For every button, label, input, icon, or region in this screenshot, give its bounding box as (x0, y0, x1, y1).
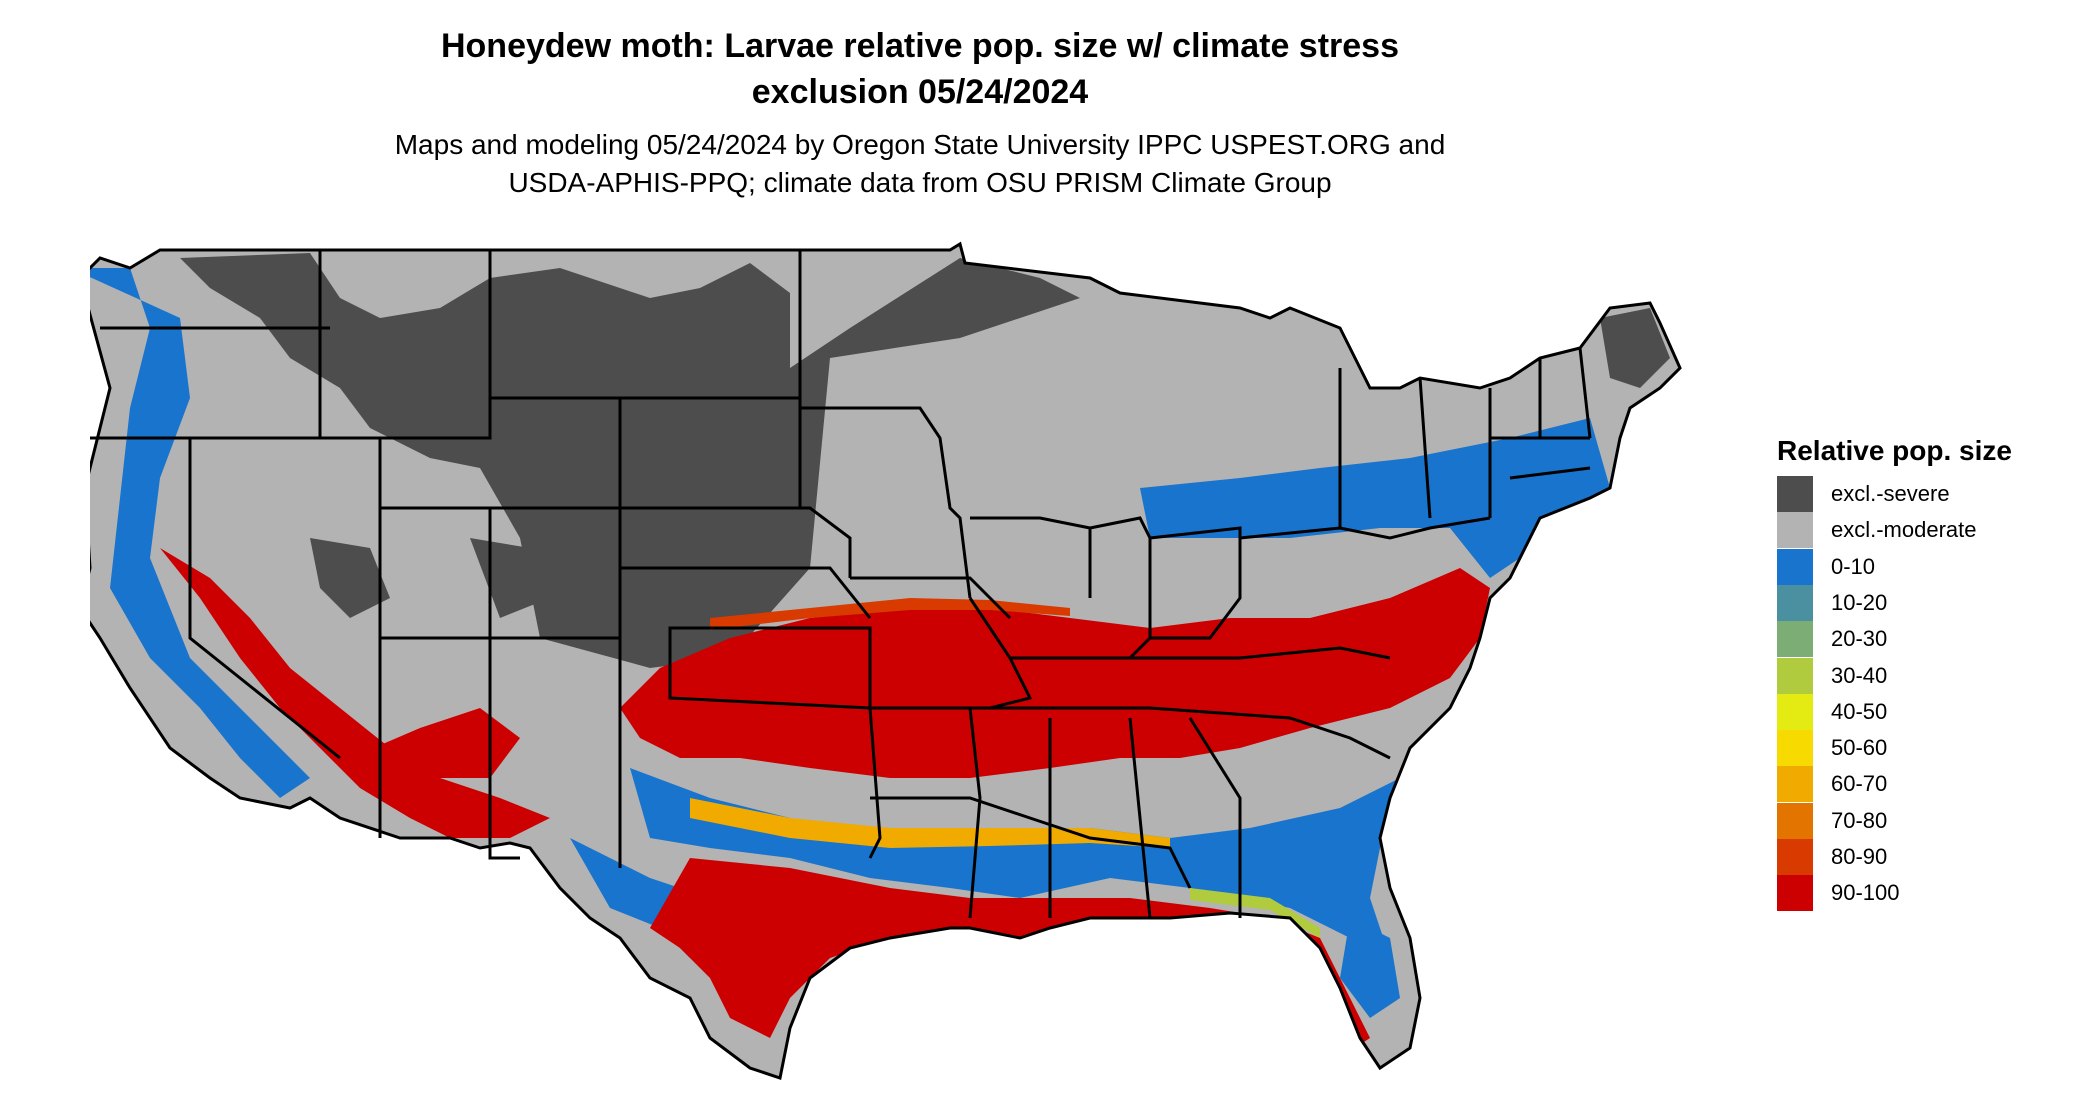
legend-label: excl.-moderate (1831, 517, 1977, 543)
legend-item: excl.-severe (1777, 476, 1950, 512)
legend-label: excl.-severe (1831, 481, 1950, 506)
map-title-line1: Honeydew moth: Larvae relative pop. size… (440, 27, 1399, 65)
legend-item: excl.-moderate (1777, 512, 1977, 549)
legend-swatch (1777, 548, 1813, 585)
legend-swatch (1777, 693, 1813, 730)
legend-swatch (1777, 476, 1813, 512)
legend-label: 80-90 (1831, 844, 1888, 869)
legend-item: 80-90 (1777, 839, 1887, 875)
legend-swatch (1777, 621, 1813, 658)
legend-item: 10-20 (1777, 584, 1888, 621)
legend-swatch (1777, 512, 1813, 549)
legend-item: 40-50 (1777, 693, 1888, 730)
legend-item: 70-80 (1777, 802, 1888, 839)
legend-label: 90-100 (1831, 880, 1900, 906)
legend-label: 0-10 (1831, 553, 1876, 579)
legend-swatch (1777, 584, 1813, 621)
legend-item: 90-100 (1777, 875, 1900, 912)
legend-label: 20-30 (1831, 626, 1888, 652)
legend-title: Relative pop. size (1777, 435, 2012, 466)
legend-label: 60-70 (1831, 771, 1888, 797)
map-title-line2: exclusion 05/24/2024 (751, 73, 1089, 111)
legend-label: 40-50 (1831, 698, 1888, 724)
legend-swatch (1777, 802, 1813, 839)
legend-label: 30-40 (1831, 662, 1888, 688)
map-subtitle-line2: USDA-APHIS-PPQ; climate data from OSU PR… (508, 167, 1332, 198)
legend-swatch (1777, 657, 1813, 694)
legend-label: 70-80 (1831, 807, 1888, 833)
legend-item: 60-70 (1777, 766, 1888, 803)
risk-raster (90, 244, 1680, 1078)
legend-item: 30-40 (1777, 657, 1888, 694)
legend-item: 0-10 (1777, 548, 1876, 585)
legend-item: 20-30 (1777, 621, 1888, 658)
legend-swatch (1777, 766, 1813, 803)
legend-label: 50-60 (1831, 735, 1888, 761)
map-subtitle-line1: Maps and modeling 05/24/2024 by Oregon S… (394, 129, 1446, 160)
legend-swatch (1777, 730, 1813, 767)
legend-label: 10-20 (1831, 589, 1888, 615)
legend-swatch (1777, 839, 1813, 875)
state-boundaries (90, 241, 1682, 1080)
legend-swatch (1777, 875, 1813, 912)
us-map (90, 241, 1682, 1080)
legend-item: 50-60 (1777, 730, 1888, 767)
